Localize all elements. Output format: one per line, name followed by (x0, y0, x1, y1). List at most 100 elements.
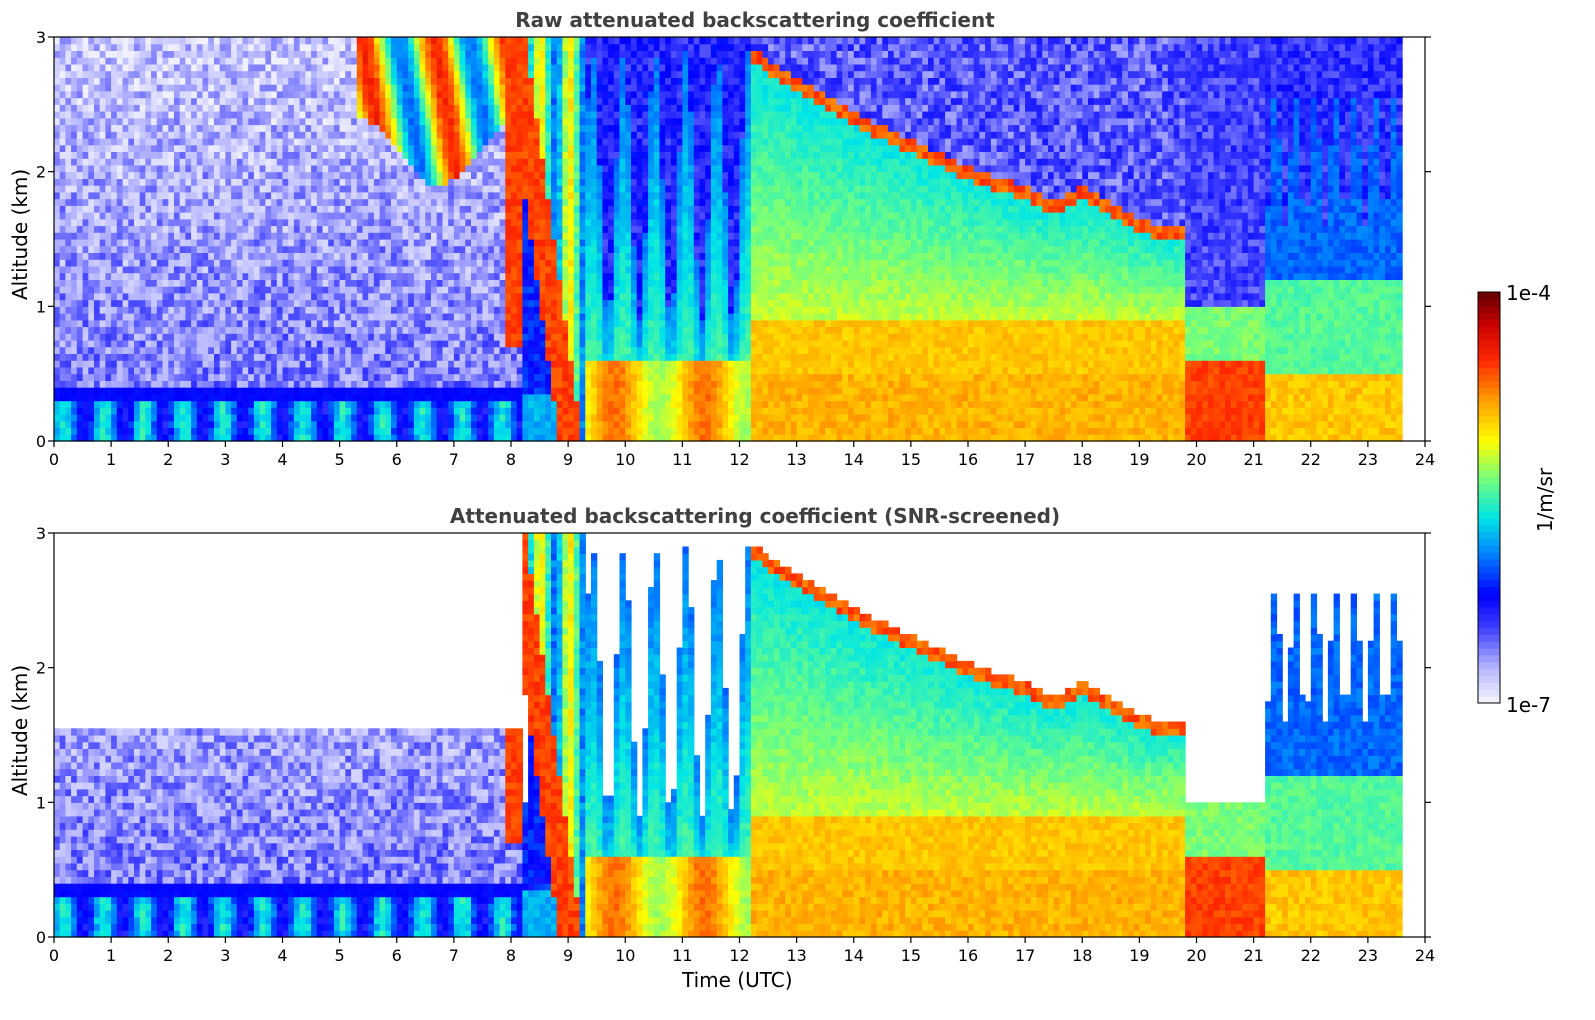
heatmap-cell (71, 380, 77, 387)
heatmap-cell (163, 354, 169, 361)
heatmap-cell (522, 185, 528, 192)
heatmap-cell (477, 84, 483, 91)
heatmap-cell (71, 428, 77, 435)
heatmap-cell (168, 131, 174, 138)
heatmap-cell (380, 226, 386, 233)
heatmap-cell (363, 253, 369, 260)
heatmap-cell (334, 64, 340, 71)
heatmap-cell (151, 340, 157, 347)
heatmap-cell (123, 178, 129, 185)
heatmap-cell (311, 374, 317, 381)
heatmap-cell (340, 192, 346, 199)
heatmap-cell (317, 51, 323, 58)
heatmap-cell (88, 131, 94, 138)
heatmap-cell (340, 131, 346, 138)
heatmap-cell (225, 286, 231, 293)
heatmap-cell (220, 118, 226, 125)
heatmap-cell (357, 57, 363, 64)
heatmap-cell (505, 428, 511, 435)
heatmap-cell (254, 77, 260, 84)
heatmap-cell (317, 279, 323, 286)
heatmap-cell (243, 165, 249, 172)
heatmap-cell (237, 300, 243, 307)
heatmap-cell (311, 84, 317, 91)
heatmap-cell (363, 98, 369, 105)
heatmap-cell (425, 64, 431, 71)
heatmap-cell (231, 219, 237, 226)
heatmap-cell (288, 199, 294, 206)
heatmap-cell (420, 320, 426, 327)
heatmap-cell (454, 306, 460, 313)
heatmap-cell (283, 219, 289, 226)
heatmap-cell (145, 320, 151, 327)
heatmap-cell (391, 205, 397, 212)
heatmap-cell (414, 387, 420, 394)
heatmap-cell (505, 158, 511, 165)
heatmap-cell (505, 145, 511, 152)
heatmap-cell (494, 374, 500, 381)
heatmap-cell (60, 394, 66, 401)
heatmap-cell (477, 401, 483, 408)
heatmap-cell (105, 57, 111, 64)
heatmap-cell (191, 266, 197, 273)
heatmap-cell (140, 347, 146, 354)
heatmap-cell (71, 313, 77, 320)
heatmap-cell (437, 374, 443, 381)
heatmap-cell (391, 212, 397, 219)
heatmap-cell (414, 145, 420, 152)
heatmap-cell (77, 165, 83, 172)
heatmap-cell (357, 185, 363, 192)
heatmap-cell (277, 286, 283, 293)
heatmap-cell (374, 407, 380, 414)
heatmap-cell (488, 407, 494, 414)
heatmap-cell (151, 313, 157, 320)
heatmap-cell (77, 205, 83, 212)
heatmap-cell (271, 246, 277, 253)
heatmap-cell (448, 212, 454, 219)
heatmap-cell (105, 165, 111, 172)
heatmap-cell (288, 300, 294, 307)
heatmap-cell (77, 152, 83, 159)
heatmap-cell (403, 219, 409, 226)
heatmap-cell (140, 246, 146, 253)
heatmap-cell (294, 111, 300, 118)
heatmap-cell (163, 421, 169, 428)
heatmap-cell (60, 91, 66, 98)
heatmap-cell (294, 286, 300, 293)
heatmap-cell (522, 347, 528, 354)
heatmap-cell (134, 387, 140, 394)
heatmap-cell (163, 57, 169, 64)
heatmap-cell (128, 306, 134, 313)
heatmap-cell (328, 340, 334, 347)
heatmap-cell (351, 226, 357, 233)
heatmap-cell (140, 293, 146, 300)
heatmap-cell (117, 360, 123, 367)
heatmap-cell (460, 394, 466, 401)
heatmap-cell (522, 226, 528, 233)
heatmap-cell (180, 333, 186, 340)
heatmap-cell (134, 98, 140, 105)
heatmap-cell (283, 266, 289, 273)
heatmap-cell (517, 286, 523, 293)
heatmap-cell (60, 300, 66, 307)
heatmap-cell (191, 246, 197, 253)
heatmap-cell (471, 259, 477, 266)
heatmap-cell (248, 226, 254, 233)
heatmap-cell (94, 380, 100, 387)
heatmap-cell (203, 172, 209, 179)
heatmap-cell (65, 185, 71, 192)
heatmap-cell (254, 327, 260, 334)
heatmap-cell (528, 407, 534, 414)
heatmap-cell (191, 71, 197, 78)
heatmap-cell (431, 98, 437, 105)
heatmap-cell (363, 266, 369, 273)
heatmap-cell (517, 111, 523, 118)
heatmap-cell (460, 367, 466, 374)
heatmap-cell (311, 387, 317, 394)
heatmap-cell (271, 394, 277, 401)
heatmap-cell (323, 327, 329, 334)
heatmap-cell (203, 219, 209, 226)
heatmap-cell (414, 354, 420, 361)
heatmap-cell (300, 266, 306, 273)
heatmap-cell (254, 246, 260, 253)
